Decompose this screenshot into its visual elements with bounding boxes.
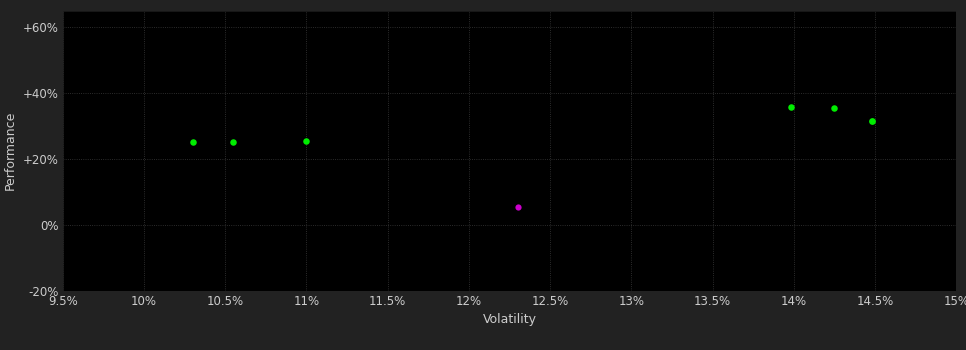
- Point: [510, 205, 526, 210]
- Point: [226, 139, 242, 145]
- Point: [827, 105, 842, 111]
- Point: [782, 104, 798, 110]
- Point: [298, 139, 314, 144]
- Point: [865, 118, 880, 124]
- X-axis label: Volatility: Volatility: [483, 313, 536, 326]
- Y-axis label: Performance: Performance: [4, 111, 17, 190]
- Point: [185, 139, 201, 145]
